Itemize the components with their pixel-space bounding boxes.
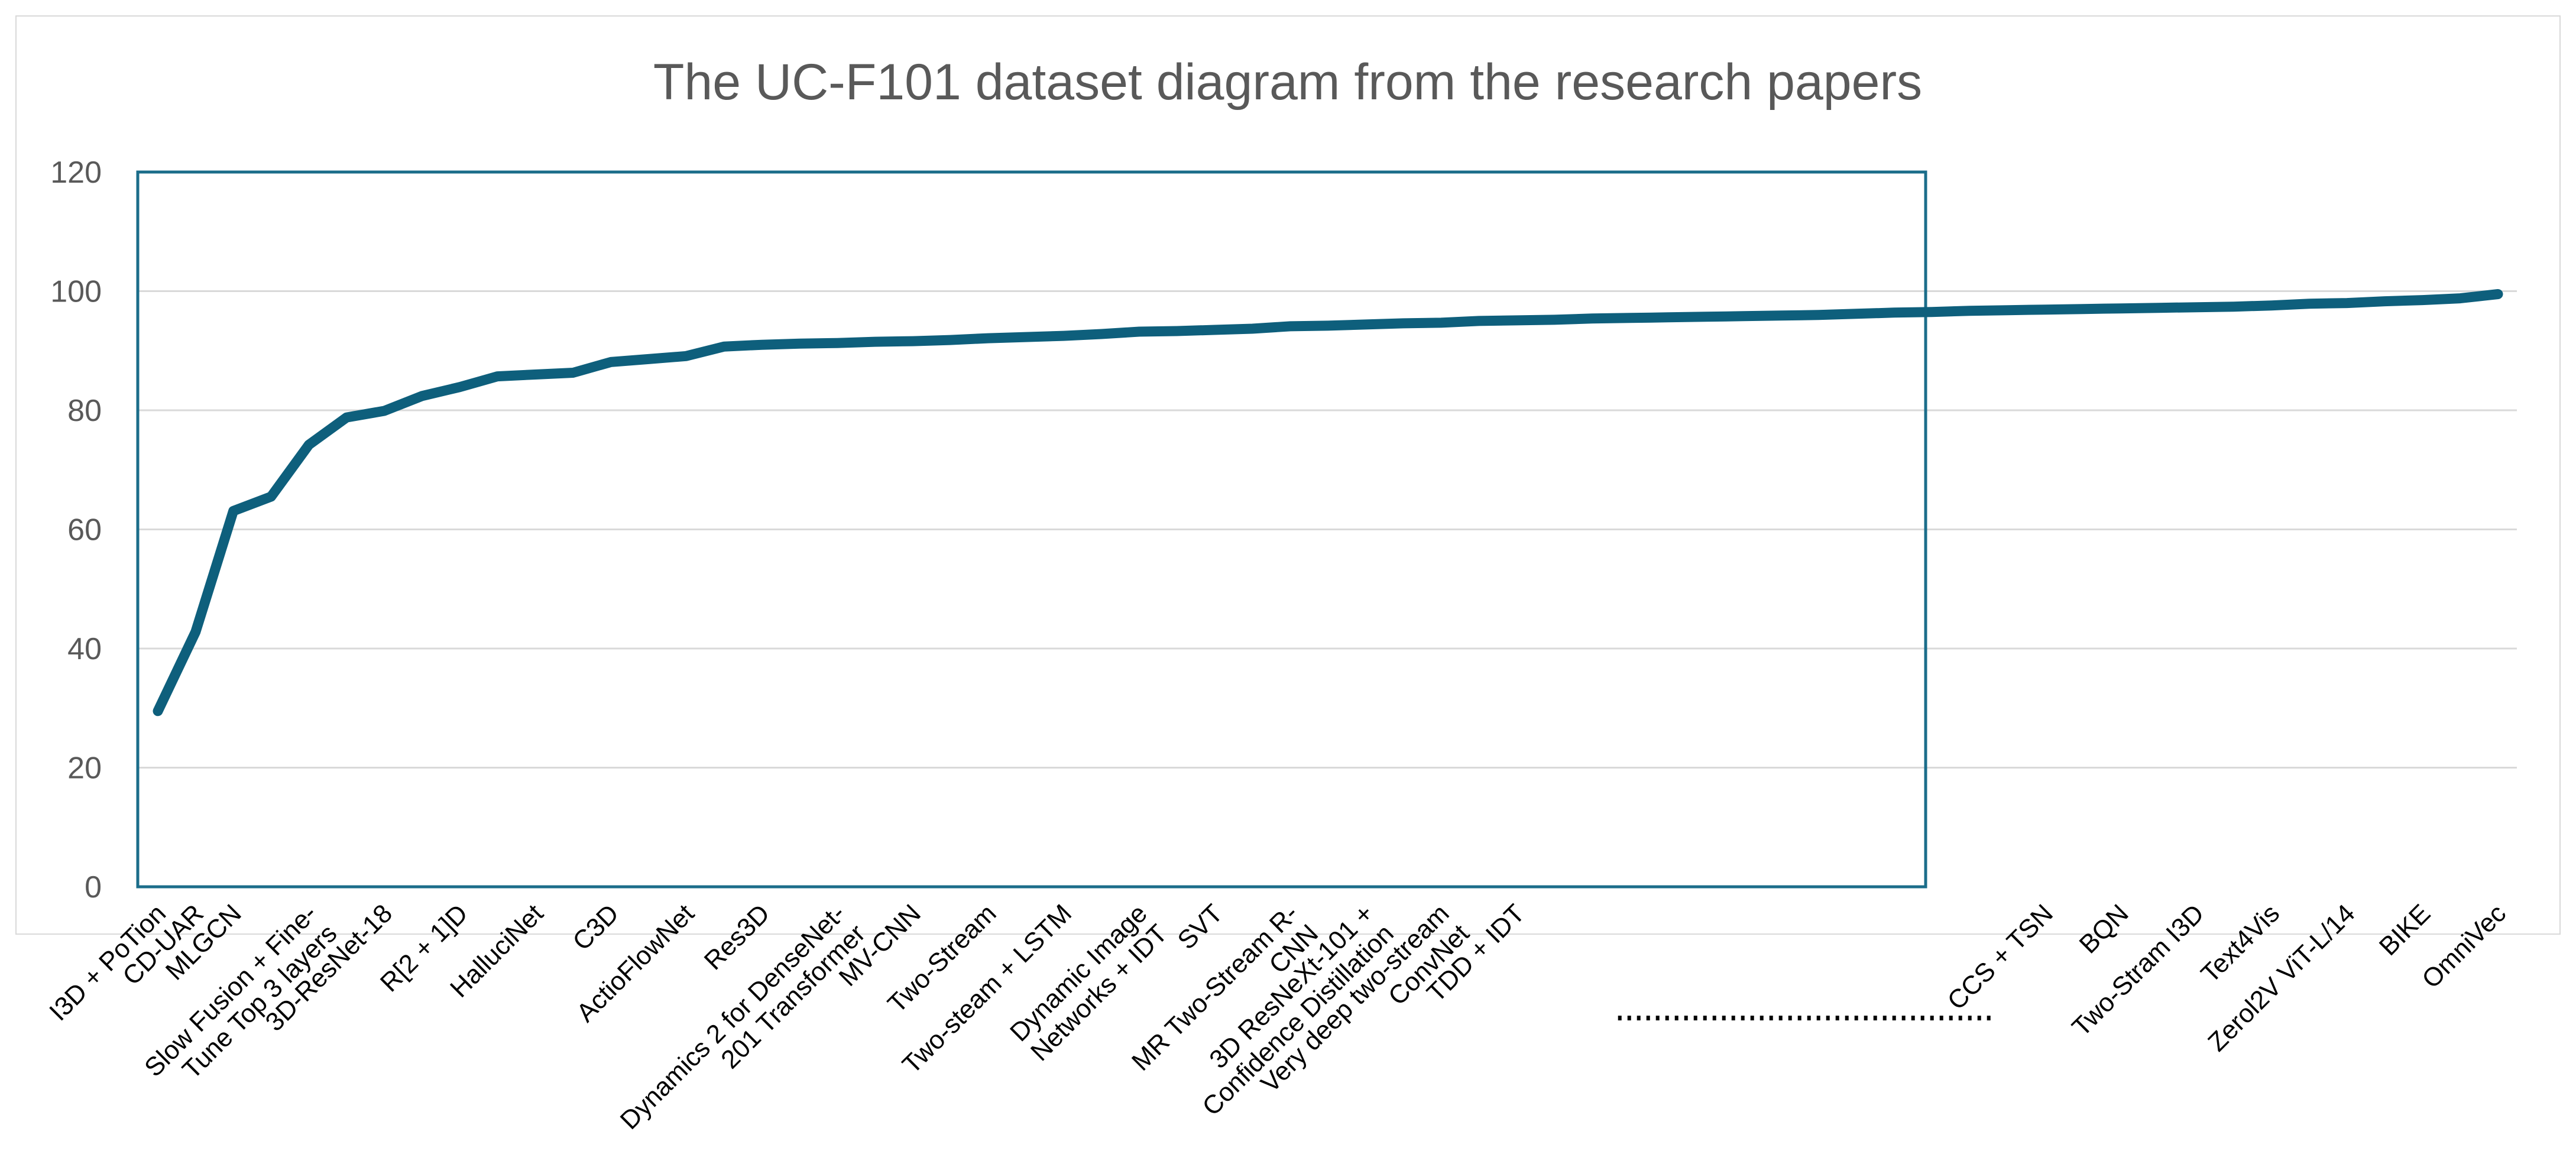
data-point [1214, 329, 1216, 330]
x-category-label: OmniVec [2416, 899, 2512, 994]
data-point [1931, 311, 1933, 313]
data-point [2384, 300, 2386, 302]
data-point [1176, 330, 1178, 332]
data-point [2082, 308, 2084, 310]
chart-title: The UC-F101 dataset diagram from the res… [653, 54, 1922, 111]
data-point [1252, 328, 1253, 329]
data-point [2233, 306, 2235, 307]
data-point [1629, 317, 1631, 319]
y-tick-label: 40 [67, 632, 102, 666]
data-point [1402, 322, 1404, 324]
data-point [1101, 333, 1102, 335]
data-point [723, 346, 725, 348]
data-point [610, 361, 612, 363]
y-tick-label: 80 [67, 394, 102, 428]
data-point [1063, 335, 1065, 337]
x-category-label: Two-Stram I3D [2066, 899, 2209, 1042]
y-axis-ticks: 0 20 40 60 80 100 120 [50, 155, 102, 905]
data-point [1478, 320, 1480, 322]
chart-frame [15, 15, 2561, 935]
data-point [195, 631, 196, 633]
y-tick-label: 60 [67, 513, 102, 547]
x-category-label: CCS + TSN [1942, 899, 2059, 1015]
data-point [837, 342, 838, 344]
data-point [534, 374, 536, 375]
data-point [1289, 325, 1291, 327]
data-point [1365, 323, 1366, 325]
data-point [459, 386, 461, 388]
data-point [1327, 325, 1328, 326]
data-point [1516, 319, 1518, 321]
data-point [2460, 297, 2461, 299]
data-point [1025, 336, 1027, 338]
data-point [912, 341, 913, 342]
data-point [1780, 315, 1782, 316]
data-point [1554, 319, 1555, 320]
data-point [2195, 306, 2197, 308]
data-point [761, 344, 763, 346]
grid-lines [138, 290, 2517, 769]
data-point [987, 338, 989, 339]
x-category-label: BIKE [2374, 899, 2436, 961]
data-point [1138, 331, 1140, 332]
data-point [2308, 303, 2310, 304]
series-layer [153, 289, 2503, 717]
data-point [1705, 316, 1706, 317]
data-point [346, 417, 348, 419]
data-point [685, 355, 687, 357]
data-point [232, 510, 234, 512]
x-category-label: SVT [1172, 899, 1228, 955]
plot-area-border [136, 170, 1927, 889]
x-category-label: C3D [567, 899, 624, 956]
data-point [2157, 307, 2159, 309]
y-tick-label: 100 [50, 275, 102, 309]
data-point [2044, 309, 2046, 310]
data-point [1855, 313, 1857, 315]
data-point [2422, 299, 2423, 301]
data-point [1893, 312, 1895, 313]
data-point [157, 710, 158, 712]
y-tick-label: 120 [50, 155, 102, 190]
data-point [799, 343, 801, 345]
data-point [2007, 309, 2008, 311]
data-point [1969, 310, 1971, 312]
data-point [1817, 314, 1819, 316]
data-point [1667, 316, 1668, 318]
data-point [1591, 317, 1593, 319]
data-point [2271, 304, 2272, 306]
data-point [647, 358, 649, 360]
x-category-label: BQN [2074, 899, 2134, 959]
data-point [1742, 315, 1744, 317]
data-point [2346, 302, 2348, 304]
data-point [497, 375, 498, 377]
data-point [384, 410, 385, 411]
y-tick-label: 0 [85, 870, 102, 905]
data-point [874, 341, 876, 343]
x-category-label: Res3D [699, 899, 776, 975]
y-tick-label: 20 [67, 751, 102, 786]
data-point [950, 339, 951, 341]
data-point [421, 395, 423, 397]
data-point [2497, 293, 2499, 295]
data-point [270, 496, 272, 498]
data-point [308, 444, 310, 446]
data-point [572, 372, 574, 374]
data-point [1440, 322, 1442, 323]
data-point [2120, 307, 2121, 309]
